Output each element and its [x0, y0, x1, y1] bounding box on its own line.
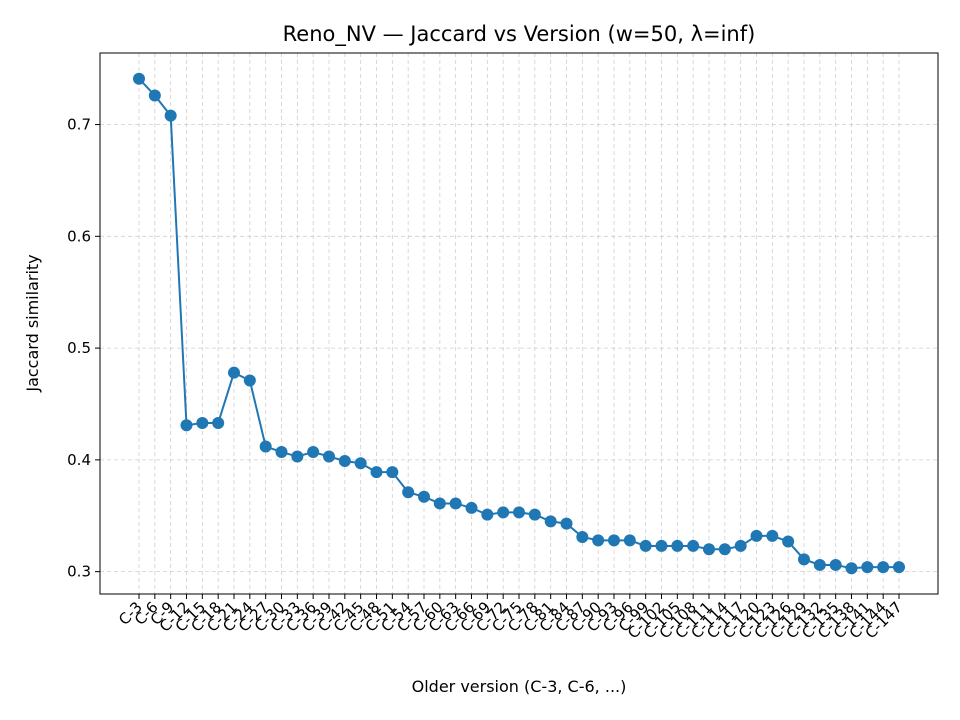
data-point: [180, 419, 193, 432]
data-point: [386, 466, 399, 479]
chart-title: Reno_NV — Jaccard vs Version (w=50, λ=in…: [283, 22, 756, 47]
data-point: [513, 506, 525, 519]
data-point: [433, 497, 446, 510]
data-point: [243, 374, 256, 387]
y-tick-label: 0.3: [67, 563, 91, 581]
data-point: [497, 506, 510, 519]
data-point: [354, 457, 367, 470]
y-tick-label: 0.4: [67, 451, 91, 469]
data-point: [449, 497, 462, 510]
data-point: [608, 534, 620, 547]
data-point: [734, 539, 747, 552]
data-point: [829, 558, 842, 571]
data-point: [275, 446, 288, 459]
data-point: [560, 517, 573, 530]
data-point: [845, 562, 858, 575]
data-point: [259, 440, 272, 453]
data-point: [307, 446, 320, 459]
data-point: [228, 366, 240, 379]
data-point: [877, 561, 890, 574]
data-point: [212, 416, 225, 429]
data-point: [148, 89, 161, 102]
data-point: [164, 109, 177, 122]
data-point: [861, 561, 874, 574]
data-point: [196, 416, 209, 429]
x-axis-label: Older version (C-3, C-6, ...): [412, 677, 627, 696]
data-point: [528, 508, 541, 521]
y-axis-label: Jaccard similarity: [23, 254, 42, 392]
data-point: [782, 535, 795, 548]
data-point: [338, 454, 351, 467]
data-point: [592, 534, 605, 547]
data-point: [291, 450, 304, 463]
data-point: [576, 530, 589, 543]
data-point: [655, 539, 668, 552]
data-point: [133, 72, 145, 85]
data-point: [718, 543, 731, 556]
y-tick-label: 0.7: [67, 116, 91, 134]
data-point: [418, 490, 430, 503]
data-point: [893, 561, 905, 574]
data-point: [402, 486, 415, 499]
y-tick-label: 0.6: [67, 227, 91, 245]
data-point: [750, 529, 763, 542]
data-point: [687, 539, 700, 552]
y-axis-ticks: 0.3 0.4 0.5 0.6 0.7: [67, 116, 100, 581]
y-tick-label: 0.5: [67, 339, 91, 357]
data-point: [813, 558, 826, 571]
data-point: [766, 529, 779, 542]
data-point: [370, 466, 383, 479]
data-point: [703, 543, 715, 556]
data-point: [798, 553, 810, 566]
data-point: [671, 539, 684, 552]
data-point: [544, 515, 557, 528]
data-point: [323, 450, 335, 463]
data-point: [465, 501, 478, 514]
data-point: [623, 534, 636, 547]
series-points-layer: [133, 72, 905, 575]
data-point: [481, 508, 494, 521]
data-point: [639, 539, 652, 552]
